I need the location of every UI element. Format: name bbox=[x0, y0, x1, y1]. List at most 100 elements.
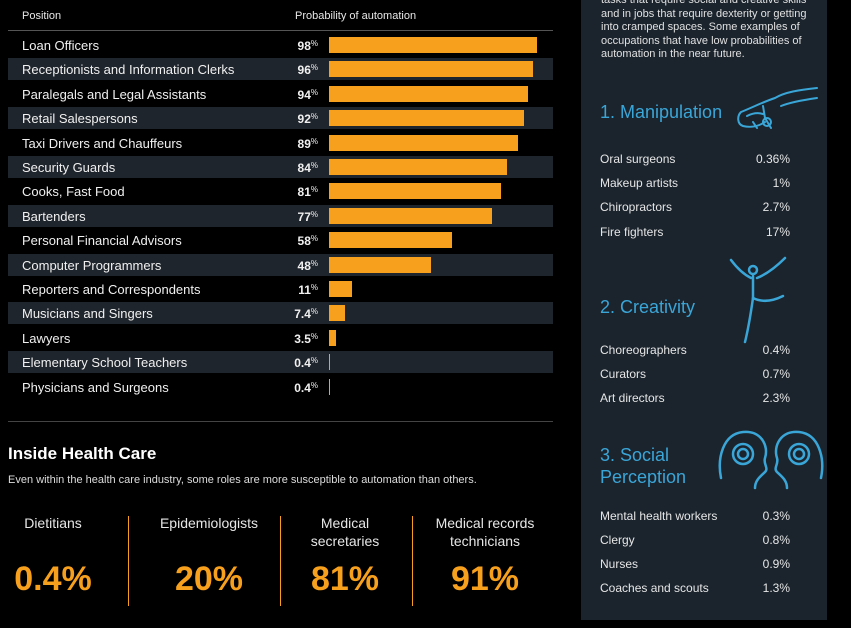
stat-medical-records: Medical records technicians 91% bbox=[425, 514, 545, 599]
bar-value-number: 3.5 bbox=[294, 331, 311, 346]
job-name: Coaches and scouts bbox=[600, 581, 709, 595]
stat-dietitians: Dietitians 0.4% bbox=[8, 514, 98, 599]
bar-value-unit: % bbox=[310, 87, 318, 97]
bar-value-label: 96% bbox=[298, 63, 318, 77]
bar-value-number: 84 bbox=[297, 161, 311, 175]
bar-value-unit: % bbox=[310, 234, 318, 244]
bar-value-label: 0.4% bbox=[294, 356, 318, 370]
job-row: Nurses 0.9% bbox=[600, 557, 790, 571]
bar bbox=[329, 110, 525, 127]
bar bbox=[329, 61, 533, 78]
bar-category-label: Bartenders bbox=[22, 208, 86, 224]
job-value: 2.3% bbox=[762, 391, 790, 405]
stat-divider bbox=[412, 516, 413, 606]
job-name: Clergy bbox=[600, 533, 635, 547]
job-name: Choreographers bbox=[600, 343, 687, 357]
bar bbox=[329, 159, 508, 175]
bar-value-label: 7.4% bbox=[294, 307, 318, 321]
bar-row: Receptionists and Information Clerks 96% bbox=[8, 58, 553, 81]
job-row: Mental health workers 0.3% bbox=[600, 509, 790, 523]
bar-value-label: 11% bbox=[298, 283, 318, 297]
bar-value-label: 77% bbox=[298, 210, 318, 224]
bar-row: Loan Officers 98% bbox=[8, 34, 553, 56]
bar bbox=[329, 305, 345, 322]
job-value: 0.3% bbox=[762, 509, 790, 523]
job-row: Clergy 0.8% bbox=[600, 533, 790, 547]
job-value: 1.3% bbox=[762, 581, 790, 595]
bar-row: Retail Salespersons 92% bbox=[8, 107, 553, 130]
bar-value-label: 84% bbox=[298, 161, 318, 175]
bar-value-unit: % bbox=[310, 331, 318, 341]
bar bbox=[329, 183, 501, 200]
bar-category-label: Security Guards bbox=[22, 160, 116, 175]
bar-row: Reporters and Correspondents 11% bbox=[8, 278, 553, 300]
bar-value-label: 89% bbox=[298, 137, 318, 151]
stat-label: Medical secretaries bbox=[310, 515, 380, 549]
bar-value-label: 81% bbox=[298, 185, 318, 199]
section-divider bbox=[8, 421, 553, 422]
stat-label: Medical records technicians bbox=[435, 515, 535, 549]
job-value: 1% bbox=[772, 176, 790, 190]
bar-value-number: 0.4 bbox=[294, 356, 311, 371]
bar-value-unit: % bbox=[310, 136, 318, 146]
stat-value: 81% bbox=[310, 560, 380, 598]
bar-value-label: 0.4% bbox=[294, 381, 318, 395]
bar-row: Lawyers 3.5% bbox=[8, 327, 553, 349]
dancer-icon bbox=[729, 256, 787, 344]
bar-value-number: 94 bbox=[297, 87, 311, 102]
job-row: Choreographers 0.4% bbox=[600, 343, 790, 357]
bar bbox=[329, 37, 537, 53]
bar-category-label: Loan Officers bbox=[22, 38, 100, 53]
bar-category-label: Reporters and Correspondents bbox=[22, 282, 201, 297]
probability-header: Probability of automation bbox=[295, 10, 417, 22]
bar bbox=[329, 207, 493, 224]
section-title-creativity: 2. Creativity bbox=[600, 297, 696, 317]
bar-value-unit: % bbox=[310, 39, 318, 48]
bar-row: Personal Financial Advisors 58% bbox=[8, 229, 553, 251]
stat-label: Epidemiologists bbox=[159, 515, 259, 531]
heads-icon bbox=[718, 430, 824, 490]
bar-value-unit: % bbox=[310, 63, 318, 73]
stat-value: 20% bbox=[174, 560, 244, 598]
job-row: Oral surgeons 0.36% bbox=[600, 152, 790, 166]
bar-row: Paralegals and Legal Assistants 94% bbox=[8, 83, 553, 105]
bar bbox=[329, 378, 330, 395]
bar-value-number: 11 bbox=[298, 283, 311, 297]
bar-value-label: 92% bbox=[298, 112, 318, 126]
bar-row: Cooks, Fast Food 81% bbox=[8, 180, 553, 202]
job-row: Curators 0.7% bbox=[600, 367, 790, 381]
bar bbox=[329, 354, 330, 371]
bar-value-unit: % bbox=[310, 283, 318, 292]
bar bbox=[329, 232, 452, 249]
bar-value-number: 92 bbox=[297, 112, 311, 127]
bar bbox=[329, 256, 431, 273]
stat-label: Dietitians bbox=[24, 515, 82, 531]
stat-value: 0.4% bbox=[14, 560, 92, 598]
bar-value-label: 48% bbox=[298, 259, 318, 273]
section-title-social-perception: 3. Social Perception bbox=[600, 445, 687, 487]
bar-category-label: Elementary School Teachers bbox=[22, 355, 188, 371]
bar-value-label: 3.5% bbox=[294, 332, 318, 346]
bar-value-number: 98 bbox=[297, 39, 311, 53]
job-name: Art directors bbox=[600, 391, 665, 405]
job-value: 0.7% bbox=[762, 367, 790, 381]
bar-value-number: 48 bbox=[297, 258, 311, 273]
bar-value-unit: % bbox=[310, 209, 318, 219]
job-row: Fire fighters 17% bbox=[600, 225, 790, 239]
sidebar-intro: tasks that require social and creative s… bbox=[601, 0, 807, 60]
job-value: 0.8% bbox=[762, 533, 790, 547]
job-name: Mental health workers bbox=[600, 509, 718, 523]
header-divider bbox=[8, 30, 553, 31]
stat-medical-secretaries: Medical secretaries 81% bbox=[290, 514, 400, 599]
bar-row: Physicians and Surgeons 0.4% bbox=[8, 376, 553, 398]
stat-divider bbox=[280, 516, 281, 606]
job-value: 0.9% bbox=[762, 557, 790, 571]
bar-category-label: Retail Salespersons bbox=[22, 111, 138, 127]
job-name: Oral surgeons bbox=[600, 152, 676, 166]
job-name: Fire fighters bbox=[600, 225, 664, 239]
job-value: 17% bbox=[765, 225, 790, 239]
stat-divider bbox=[128, 516, 129, 606]
bar-category-label: Musicians and Singers bbox=[22, 306, 153, 322]
bar-value-number: 89 bbox=[297, 136, 311, 151]
bar-value-number: 96 bbox=[297, 63, 311, 78]
